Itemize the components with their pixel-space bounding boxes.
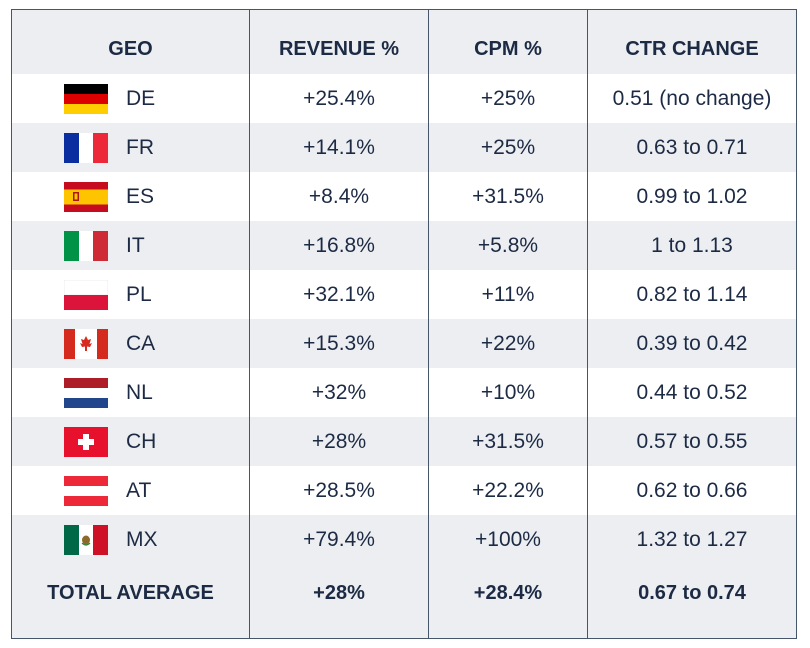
column-divider — [249, 10, 250, 638]
revenue-cell: +32.1% — [303, 282, 375, 306]
ctr-change-cell: 1.32 to 1.27 — [636, 527, 748, 551]
geo-code: DE — [126, 86, 156, 110]
table-row: CA +15.3% +22% 0.39 to 0.42 — [12, 319, 796, 368]
column-divider — [428, 10, 429, 638]
geo-code: AT — [126, 478, 152, 502]
ctr-change-cell: 0.63 to 0.71 — [636, 135, 748, 159]
cpm-cell: +22.2% — [472, 478, 544, 502]
revenue-cell: +14.1% — [303, 135, 375, 159]
revenue-cell: +8.4% — [308, 184, 370, 208]
cpm-cell: +31.5% — [472, 184, 544, 208]
total-cpm: +28.4% — [473, 582, 543, 604]
ctr-change-cell: 0.39 to 0.42 — [636, 331, 748, 355]
italy-flag-icon — [64, 230, 108, 261]
geo-cell: CH — [12, 417, 249, 466]
ctr-change-cell: 0.62 to 0.66 — [636, 478, 748, 502]
revenue-cell: +28.5% — [303, 478, 375, 502]
geo-cell: AT — [12, 466, 249, 515]
cpm-cell: +5.8% — [477, 233, 539, 257]
ctr-change-cell: 1 to 1.13 — [651, 233, 733, 257]
ctr-change-cell: 0.99 to 1.02 — [636, 184, 748, 208]
revenue-cell: +32% — [311, 380, 367, 404]
table-row: CH +28% +31.5% 0.57 to 0.55 — [12, 417, 796, 466]
canada-flag-icon — [64, 328, 108, 359]
cpm-cell: +31.5% — [472, 429, 544, 453]
austria-flag-icon — [64, 475, 108, 506]
table-row: DE +25.4% +25% 0.51 (no change) — [12, 74, 796, 123]
geo-cell: IT — [12, 221, 249, 270]
cpm-cell: +25% — [480, 86, 536, 110]
geo-cell: NL — [12, 368, 249, 417]
total-ctr: 0.67 to 0.74 — [638, 582, 746, 604]
table-row: IT +16.8% +5.8% 1 to 1.13 — [12, 221, 796, 270]
header-revenue: REVENUE % — [278, 38, 400, 60]
geo-code: FR — [126, 135, 154, 159]
ctr-change-cell: 0.51 (no change) — [612, 86, 772, 110]
cpm-cell: +100% — [475, 527, 541, 551]
geo-code: NL — [126, 380, 153, 404]
spain-flag-icon — [64, 181, 108, 212]
table-row: NL +32% +10% 0.44 to 0.52 — [12, 368, 796, 417]
total-revenue: +28% — [313, 582, 365, 604]
total-label: TOTAL AVERAGE — [47, 582, 214, 604]
revenue-cell: +25.4% — [303, 86, 375, 110]
revenue-cell: +79.4% — [303, 527, 375, 551]
geo-cell: MX — [12, 515, 249, 564]
ctr-change-cell: 0.57 to 0.55 — [636, 429, 748, 453]
mexico-flag-icon — [64, 524, 108, 555]
cpm-cell: +10% — [480, 380, 536, 404]
france-flag-icon — [64, 132, 108, 163]
ctr-change-cell: 0.82 to 1.14 — [636, 282, 748, 306]
column-divider — [587, 10, 588, 638]
table-row: FR +14.1% +25% 0.63 to 0.71 — [12, 123, 796, 172]
geo-cell: CA — [12, 319, 249, 368]
geo-cell: DE — [12, 74, 249, 123]
header-ctr-change: CTR CHANGE — [625, 38, 759, 60]
revenue-cell: +28% — [311, 429, 367, 453]
table-row: AT +28.5% +22.2% 0.62 to 0.66 — [12, 466, 796, 515]
poland-flag-icon — [64, 279, 108, 310]
germany-flag-icon — [64, 83, 108, 114]
geo-code: CH — [126, 429, 157, 453]
revenue-cell: +15.3% — [303, 331, 375, 355]
geo-performance-table: GEO REVENUE % CPM % CTR CHANGE DE +25.4% +… — [11, 9, 797, 639]
table-header-row: GEO REVENUE % CPM % CTR CHANGE — [12, 25, 796, 74]
geo-code: ES — [126, 184, 155, 208]
geo-code: IT — [126, 233, 145, 257]
revenue-cell: +16.8% — [303, 233, 375, 257]
cpm-cell: +25% — [480, 135, 536, 159]
geo-cell: PL — [12, 270, 249, 319]
table-row: MX +79.4% +100% 1.32 to 1.27 — [12, 515, 796, 564]
table-row: ES +8.4% +31.5% 0.99 to 1.02 — [12, 172, 796, 221]
geo-code: PL — [126, 282, 152, 306]
cpm-cell: +11% — [481, 282, 535, 306]
header-geo: GEO — [108, 38, 153, 60]
geo-code: CA — [126, 331, 156, 355]
geo-cell: FR — [12, 123, 249, 172]
header-cpm: CPM % — [474, 38, 542, 60]
geo-cell: ES — [12, 172, 249, 221]
cpm-cell: +22% — [480, 331, 536, 355]
table-row: PL +32.1% +11% 0.82 to 1.14 — [12, 270, 796, 319]
switzerland-flag-icon — [64, 426, 108, 457]
total-average-row: TOTAL AVERAGE +28% +28.4% 0.67 to 0.74 — [12, 569, 796, 618]
ctr-change-cell: 0.44 to 0.52 — [636, 380, 748, 404]
geo-code: MX — [126, 527, 158, 551]
netherlands-flag-icon — [64, 377, 108, 408]
